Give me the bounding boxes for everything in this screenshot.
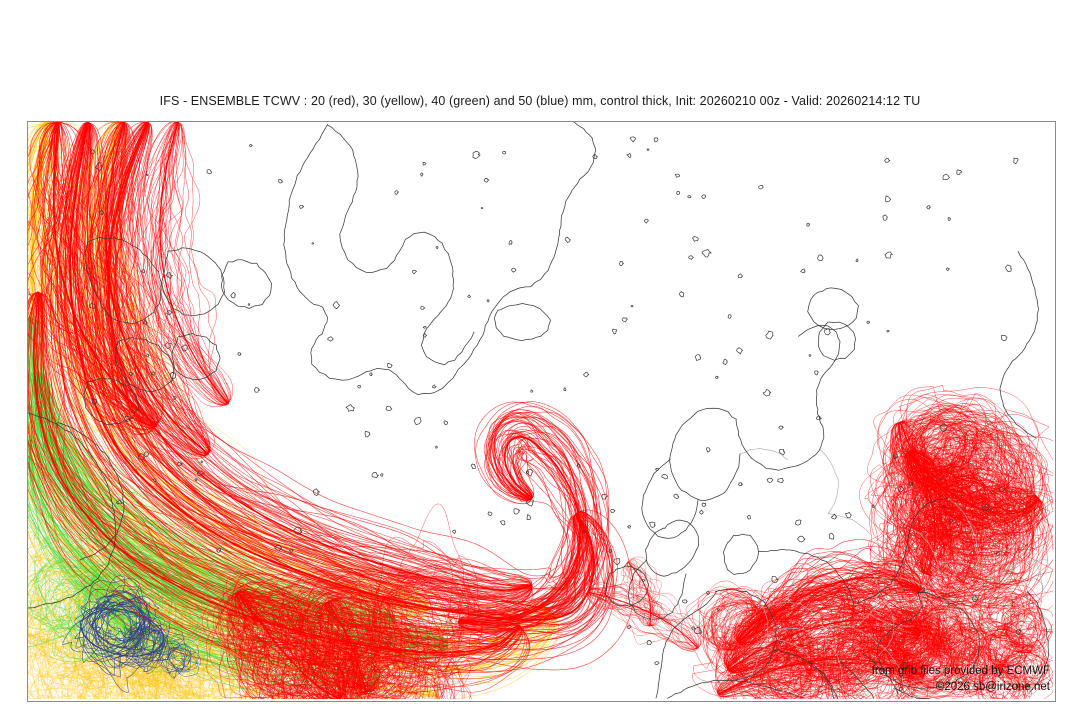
map-plot-area — [27, 121, 1056, 702]
map-svg — [28, 122, 1053, 699]
contour-layer-20mm-red — [28, 122, 1053, 699]
chart-title: IFS - ENSEMBLE TCWV : 20 (red), 30 (yell… — [0, 94, 1080, 108]
